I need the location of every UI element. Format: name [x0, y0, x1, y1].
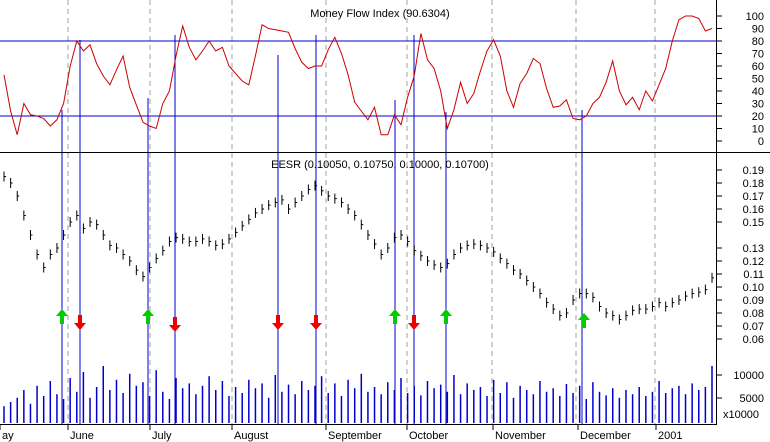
y-tick-label: 0.16 — [743, 204, 764, 216]
y-tick-label: 5000 — [740, 393, 764, 405]
y-tick-label: 0.18 — [743, 178, 764, 190]
buy-arrow — [142, 309, 154, 324]
price-bars — [3, 171, 714, 325]
y-tick-label: 0 — [758, 136, 764, 148]
x-tick-label: August — [234, 430, 268, 442]
x-tick-label: July — [152, 430, 172, 442]
y-tick-label: 30 — [752, 99, 764, 111]
y-tick-label: 40 — [752, 86, 764, 98]
y-tick-label: 0.11 — [743, 269, 764, 281]
y-tick-label: 80 — [752, 36, 764, 48]
y-tick-label: 10 — [752, 124, 764, 136]
x-axis-tick-labels: ay June July August September October November… — [0, 424, 682, 442]
sell-arrow — [169, 317, 181, 332]
x-tick-label: June — [70, 430, 94, 442]
x-tick-label: November — [495, 430, 546, 442]
buy-arrow — [56, 309, 68, 324]
sell-arrow — [74, 315, 86, 330]
y-tick-label: 10000 — [733, 370, 764, 382]
signal-arrows — [56, 309, 590, 332]
x-tick-label: October — [409, 430, 448, 442]
volume-bars — [3, 366, 713, 423]
y-tick-label: 60 — [752, 61, 764, 73]
y-tick-label: 0.15 — [743, 217, 764, 229]
mfi-title: Money Flow Index (90.6304) — [310, 8, 449, 20]
month-gridlines — [67, 0, 656, 424]
buy-arrow — [440, 309, 452, 324]
y-tick-label: 90 — [752, 24, 764, 36]
chart-frame — [0, 0, 770, 425]
mfi-line — [3, 15, 713, 136]
buy-arrow — [389, 309, 401, 324]
mfi-reference-lines — [0, 40, 716, 117]
sell-arrow — [408, 315, 420, 330]
price-title: EESR (0.10050, 0.10750, 0.10000, 0.10700… — [271, 159, 489, 171]
sell-arrow — [272, 315, 284, 330]
y-tick-label: 0.08 — [743, 308, 764, 320]
x-tick-label: ay — [2, 430, 14, 442]
buy-arrow — [578, 313, 590, 328]
x-tick-label: December — [580, 430, 631, 442]
y-tick-label: 0.09 — [743, 295, 764, 307]
y-tick-label: 20 — [752, 111, 764, 123]
x-tick-label: September — [328, 430, 382, 442]
price-y-tick-labels: 0.190.180.170.160.15 0.130.120.110.100.09… — [716, 165, 764, 346]
y-tick-label: 0.07 — [743, 321, 764, 333]
y-tick-label: 0.10 — [743, 282, 764, 294]
volume-unit-label: x10000 — [723, 409, 759, 421]
x-tick-label: 2001 — [658, 430, 682, 442]
y-tick-label: 100 — [746, 11, 764, 23]
y-tick-label: 0.12 — [743, 256, 764, 268]
y-tick-label: 70 — [752, 49, 764, 61]
y-tick-label: 0.06 — [743, 334, 764, 346]
volume-y-tick-labels: 10000 5000 — [716, 370, 764, 405]
y-tick-label: 50 — [752, 74, 764, 86]
y-tick-label: 0.19 — [743, 165, 764, 177]
sell-arrow — [310, 315, 322, 330]
y-tick-label: 0.13 — [743, 243, 764, 255]
y-tick-label: 0.17 — [743, 191, 764, 203]
